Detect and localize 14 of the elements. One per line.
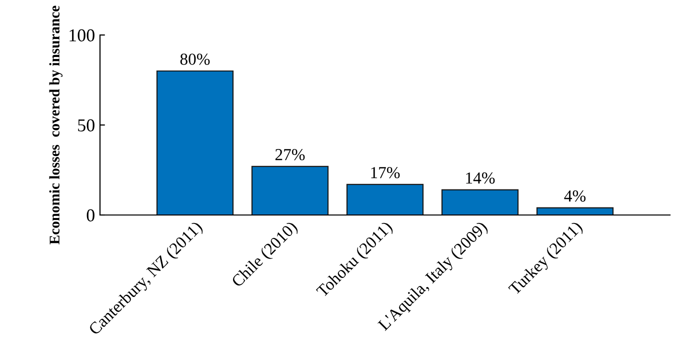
y-tick-label: 100 — [70, 29, 94, 42]
bar — [156, 70, 234, 215]
data-label: 4% — [564, 190, 586, 202]
data-label: 14% — [466, 172, 495, 184]
data-label: 80% — [180, 54, 210, 65]
bar — [346, 184, 424, 215]
bar — [536, 207, 614, 215]
data-label: 17% — [371, 166, 400, 178]
y-tick-label: 0 — [86, 209, 94, 222]
bar — [441, 189, 519, 215]
y-tick-label: 50 — [78, 119, 94, 132]
bar — [251, 166, 329, 215]
y-axis-title: Economic losses covered by insurance — [49, 6, 62, 244]
data-label: 27% — [275, 148, 305, 160]
